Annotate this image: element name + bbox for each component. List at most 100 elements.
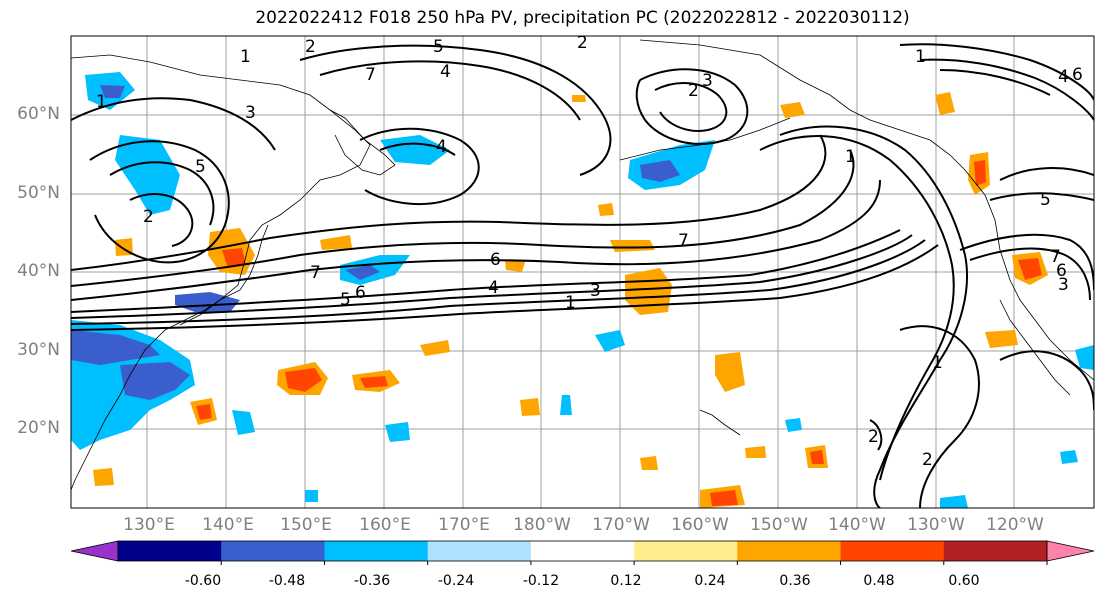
contour-east-5 <box>999 167 1094 181</box>
contour-label: 6 <box>1056 261 1067 281</box>
lat-label: 20°N <box>17 418 60 438</box>
contour-label: 1 <box>96 92 107 112</box>
pos-anomaly-bc-coast-core <box>974 160 986 186</box>
pos-anomaly-sw-2-core <box>360 376 388 388</box>
contour-upper-3 <box>71 134 827 271</box>
contour-label: 4 <box>436 137 447 157</box>
lon-label: 140°E <box>202 515 254 535</box>
contour-label: 2 <box>577 33 588 53</box>
colorbar-segment <box>530 541 635 561</box>
contour-west-1 <box>89 140 230 264</box>
lat-label: 40°N <box>17 261 60 281</box>
contour-west-2 <box>109 161 215 226</box>
contour-east-lower <box>899 325 980 508</box>
colorbar-extend-high <box>1046 540 1095 562</box>
colorbar-segment <box>634 541 738 561</box>
contour-label: 2 <box>868 427 879 447</box>
contour-label: 1 <box>932 353 943 373</box>
lon-label: 150°E <box>280 515 332 535</box>
contour-alaska-ridge-2 <box>759 135 955 481</box>
contour-north-2 <box>319 60 581 121</box>
lon-label: 130°E <box>123 515 175 535</box>
pos-anomaly-mid-5 <box>520 398 540 416</box>
colorbar-tick-label: 0.24 <box>694 573 726 589</box>
neg-anomaly-kamchatka <box>380 135 450 165</box>
contour-label: 1 <box>240 47 251 67</box>
contour-label: 7 <box>678 231 689 251</box>
pos-anomaly-mid-3 <box>610 240 655 252</box>
pos-anomaly-mid-2 <box>420 340 450 356</box>
lon-label: 180°W <box>513 515 571 535</box>
contour-label: 2 <box>305 37 316 57</box>
contour-north-4 <box>379 142 456 156</box>
neg-anomaly-1 <box>595 330 625 352</box>
pos-anomaly-misc-4 <box>505 260 525 272</box>
contour-label: 6 <box>355 283 366 303</box>
pos-anomaly-sw-3-core <box>196 404 212 420</box>
colorbar-segment <box>324 541 429 561</box>
lon-label: 170°W <box>592 515 650 535</box>
lat-label: 30°N <box>17 340 60 360</box>
neg-anomaly-siberia-core <box>100 85 125 98</box>
lon-label: 130°W <box>907 515 965 535</box>
contour-upper-2 <box>71 149 855 287</box>
contour-label: 3 <box>245 103 256 123</box>
colorbar-frame <box>117 540 1048 562</box>
contour-2-south <box>869 419 883 451</box>
pos-anomaly-misc-3 <box>572 95 586 102</box>
contour-label: 2 <box>922 450 933 470</box>
neg-anomaly-nw-pacific-core <box>345 265 380 280</box>
precip-shading <box>71 72 1094 508</box>
contour-label: 1 <box>915 47 926 67</box>
contour-west-3 <box>71 97 276 151</box>
contour-label-layer: 1 2 3 4 5 6 7 1 2 3 4 5 6 7 1 2 3 4 5 6 … <box>96 33 1083 470</box>
contour-jet-1 <box>71 229 901 313</box>
map-title: 2022022412 F018 250 hPa PV, precipitatio… <box>255 8 910 28</box>
colorbar-segment <box>427 541 532 561</box>
map-frame <box>70 35 1095 509</box>
colorbar-tick-label: 0.12 <box>610 573 642 589</box>
coast-asia <box>71 54 371 491</box>
neg-anomaly-8 <box>1060 450 1078 464</box>
colorbar-tick-label: -0.36 <box>353 573 391 589</box>
pos-anomaly-south-4 <box>745 446 766 458</box>
contour-east-trough <box>959 233 1094 291</box>
contour-label: 3 <box>702 71 713 91</box>
pos-anomaly-japan-sea-core <box>222 248 246 268</box>
neg-anomaly-5 <box>1075 345 1094 370</box>
contour-label: 7 <box>310 263 321 283</box>
colorbar-tick-label: -0.12 <box>522 573 560 589</box>
contour-jet-3 <box>71 239 926 325</box>
neg-anomaly-2 <box>385 422 410 442</box>
neg-anomaly-japan-south-core <box>71 330 160 365</box>
neg-anomaly-4 <box>785 418 802 432</box>
contour-label: 3 <box>1058 275 1069 295</box>
contour-label: 7 <box>365 65 376 85</box>
pos-anomaly-alaska-1 <box>935 92 955 115</box>
contour-upper-1 <box>71 179 881 301</box>
colorbar-tick-label: 0.36 <box>779 573 811 589</box>
coast-hawaii <box>699 409 741 436</box>
contour-jet-2 <box>71 234 913 319</box>
pos-anomaly-south-1-core <box>710 490 738 506</box>
colorbar-segment <box>943 541 1048 561</box>
coast-kamchatka <box>329 109 396 176</box>
neg-anomaly-3 <box>232 410 255 435</box>
colorbar-extend-low <box>70 540 119 562</box>
colorbar-segment <box>118 541 222 561</box>
contour-ne-3 <box>939 69 1051 96</box>
contour-label: 4 <box>488 278 499 298</box>
pos-anomaly-baja <box>985 330 1018 348</box>
pos-anomaly-misc-2 <box>93 468 114 486</box>
pos-anomaly-mid-4 <box>320 235 352 250</box>
contour-alaska-ridge <box>779 125 968 508</box>
pos-anomaly-south-2-core <box>810 450 824 464</box>
colorbar-segment <box>737 541 842 561</box>
lon-label: 120°W <box>986 515 1044 535</box>
contour-ne-1 <box>899 43 1094 101</box>
lon-label: 160°W <box>671 515 729 535</box>
colorbar-tick-label: -0.48 <box>268 573 306 589</box>
contour-label: 5 <box>1040 190 1051 210</box>
pos-anomaly-mid-1 <box>715 352 745 392</box>
